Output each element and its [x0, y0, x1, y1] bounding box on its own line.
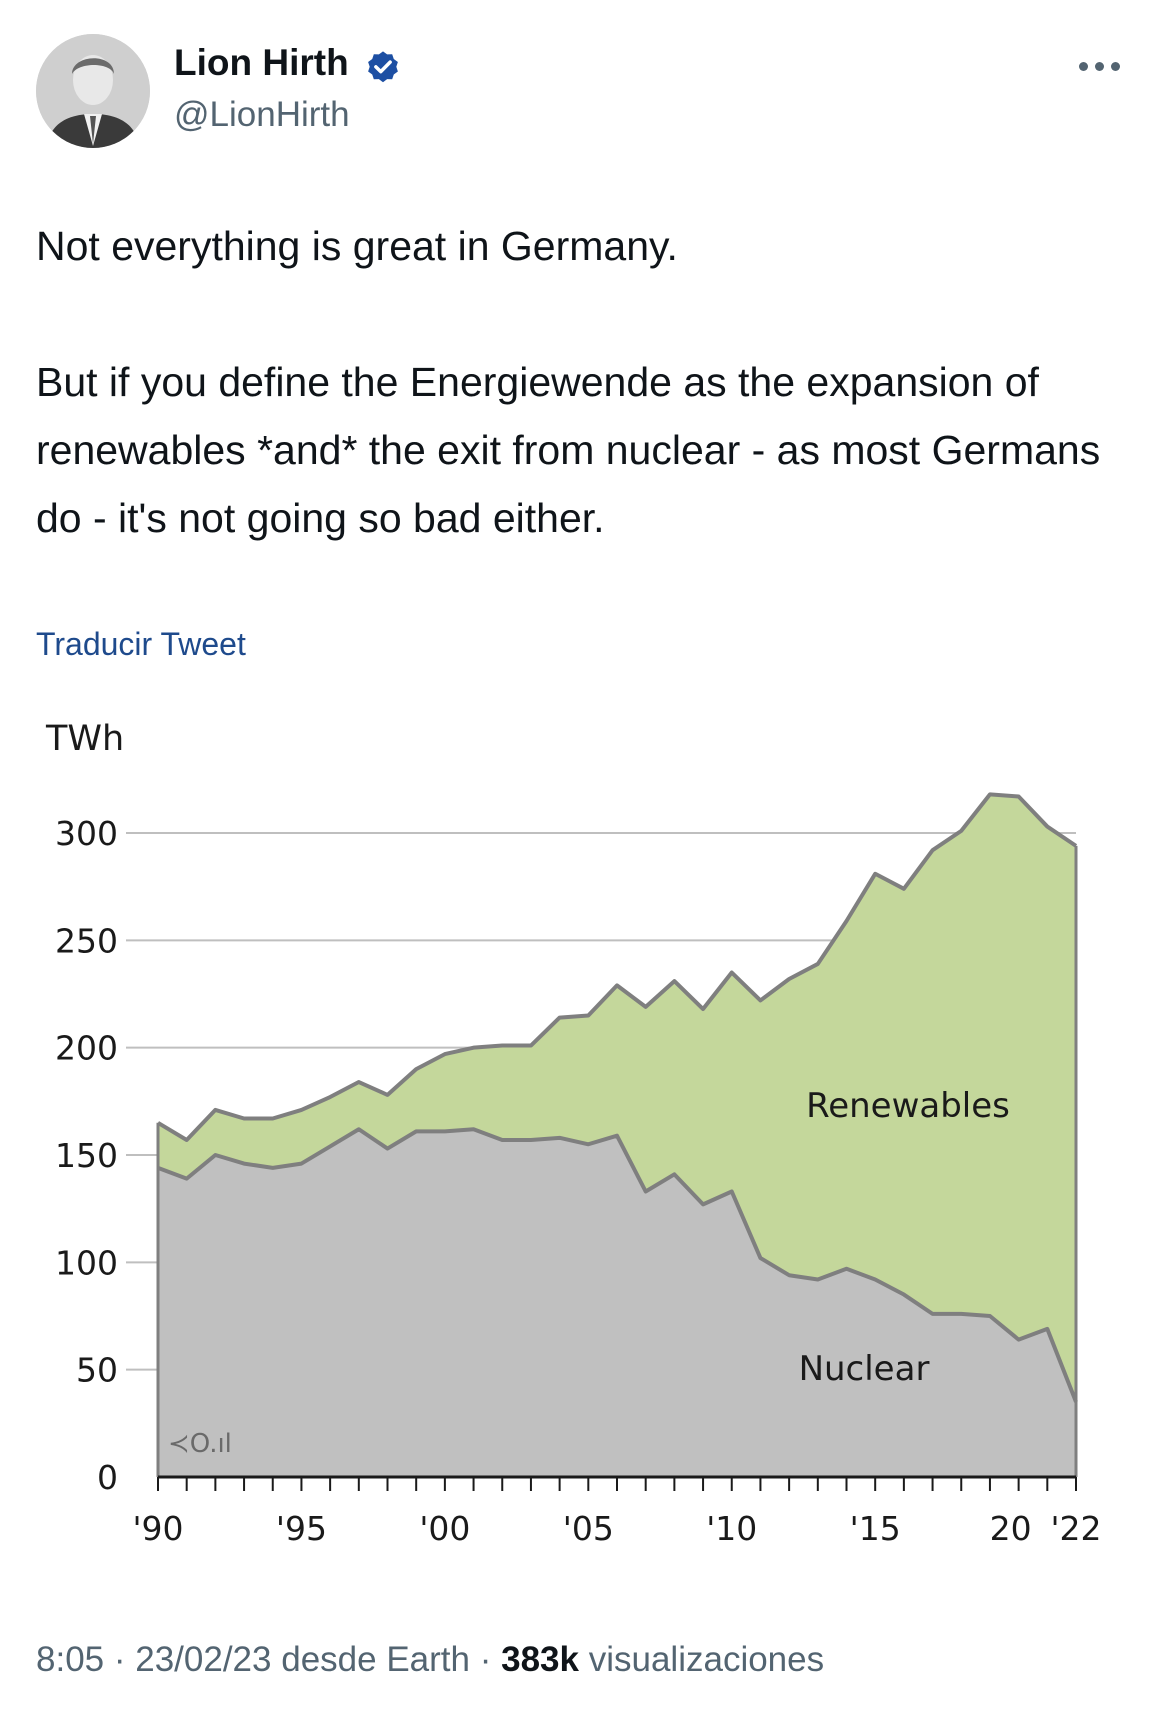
profile-photo-icon	[36, 34, 150, 148]
x-tick-label: 20	[990, 1509, 1032, 1548]
y-tick-label: 300	[55, 814, 118, 853]
tweet-text: Not everything is great in Germany. But …	[36, 223, 1101, 541]
x-tick-label: '05	[563, 1509, 614, 1548]
tweet-footer: 8:05 · 23/02/23 desde Earth · 383k visua…	[36, 1640, 824, 1680]
x-tick-label: '00	[419, 1509, 470, 1548]
series-label-nuclear: Nuclear	[799, 1349, 930, 1389]
x-tick-label: '15	[850, 1509, 901, 1548]
x-tick-label: '90	[132, 1509, 183, 1548]
separator: ·	[479, 1640, 492, 1679]
tweet-time[interactable]: 8:05	[36, 1640, 105, 1679]
y-tick-label: 200	[55, 1029, 118, 1068]
views-label: visualizaciones	[588, 1640, 825, 1679]
nuclear-line	[157, 1127, 1078, 1403]
x-tick-label: '95	[276, 1509, 327, 1548]
tweet-date[interactable]: 23/02/23	[135, 1640, 272, 1679]
y-tick-label: 250	[55, 921, 118, 960]
author-name[interactable]: Lion Hirth	[174, 42, 349, 83]
renewables-area	[158, 794, 1076, 1402]
separator: ·	[113, 1640, 126, 1679]
total-line	[156, 792, 1078, 1142]
author-handle[interactable]: @LionHirth	[174, 95, 350, 134]
x-tick-label: '22	[1050, 1509, 1101, 1548]
y-tick-label: 0	[97, 1458, 118, 1497]
watermark-logo: ≺O.ıl	[168, 1429, 232, 1459]
y-tick-label: 50	[76, 1351, 118, 1390]
verified-badge-icon	[368, 51, 398, 83]
nuclear-area	[158, 1129, 1076, 1477]
tweet-source: desde Earth	[281, 1640, 470, 1679]
tweet-chart-image[interactable]: TWh 0 50 100 150 200 250 300 '90 '95 '00 '05 '10 '1…	[0, 700, 1170, 1580]
y-tick-label: 100	[55, 1243, 118, 1282]
x-tick-label: '10	[706, 1509, 757, 1548]
views-count: 383k	[501, 1640, 579, 1679]
more-options-icon[interactable]	[1075, 50, 1125, 80]
y-axis-label: TWh	[45, 719, 124, 759]
y-tick-label: 150	[55, 1136, 118, 1175]
avatar[interactable]	[36, 34, 150, 148]
translate-tweet-link[interactable]: Traducir Tweet	[36, 626, 246, 662]
series-label-renewables: Renewables	[806, 1086, 1010, 1126]
